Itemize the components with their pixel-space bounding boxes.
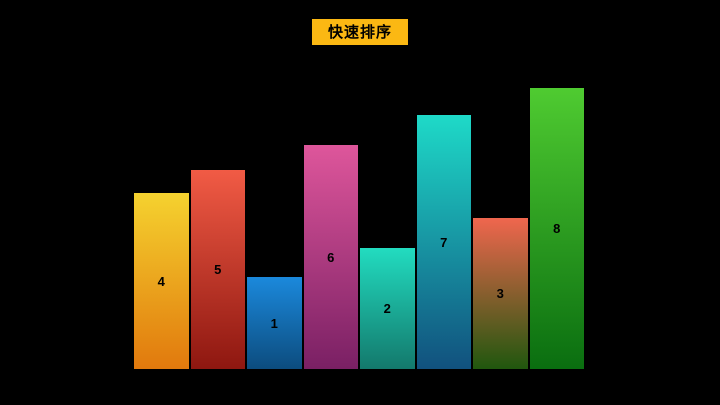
bar-8: 8	[529, 88, 584, 369]
page-title: 快速排序	[311, 19, 409, 45]
bar-3: 3	[473, 218, 528, 369]
bar-1: 1	[247, 277, 302, 369]
bar-5: 5	[190, 170, 245, 369]
bar-4: 4	[134, 193, 189, 369]
bar-7: 7	[416, 115, 471, 369]
bar-value-label: 8	[553, 221, 561, 236]
bar-value-label: 5	[214, 262, 222, 277]
bar-value-label: 4	[157, 273, 165, 289]
bar-value-label: 3	[496, 286, 504, 301]
bar-value-label: 2	[383, 301, 391, 316]
bar-chart: 4 5 1 6 2 7 3 8	[134, 88, 584, 369]
bar-value-label: 7	[440, 234, 448, 250]
bar-value-label: 6	[327, 249, 335, 265]
bar-2: 2	[360, 248, 415, 369]
bar-6: 6	[303, 145, 358, 369]
bar-value-label: 1	[270, 315, 278, 331]
